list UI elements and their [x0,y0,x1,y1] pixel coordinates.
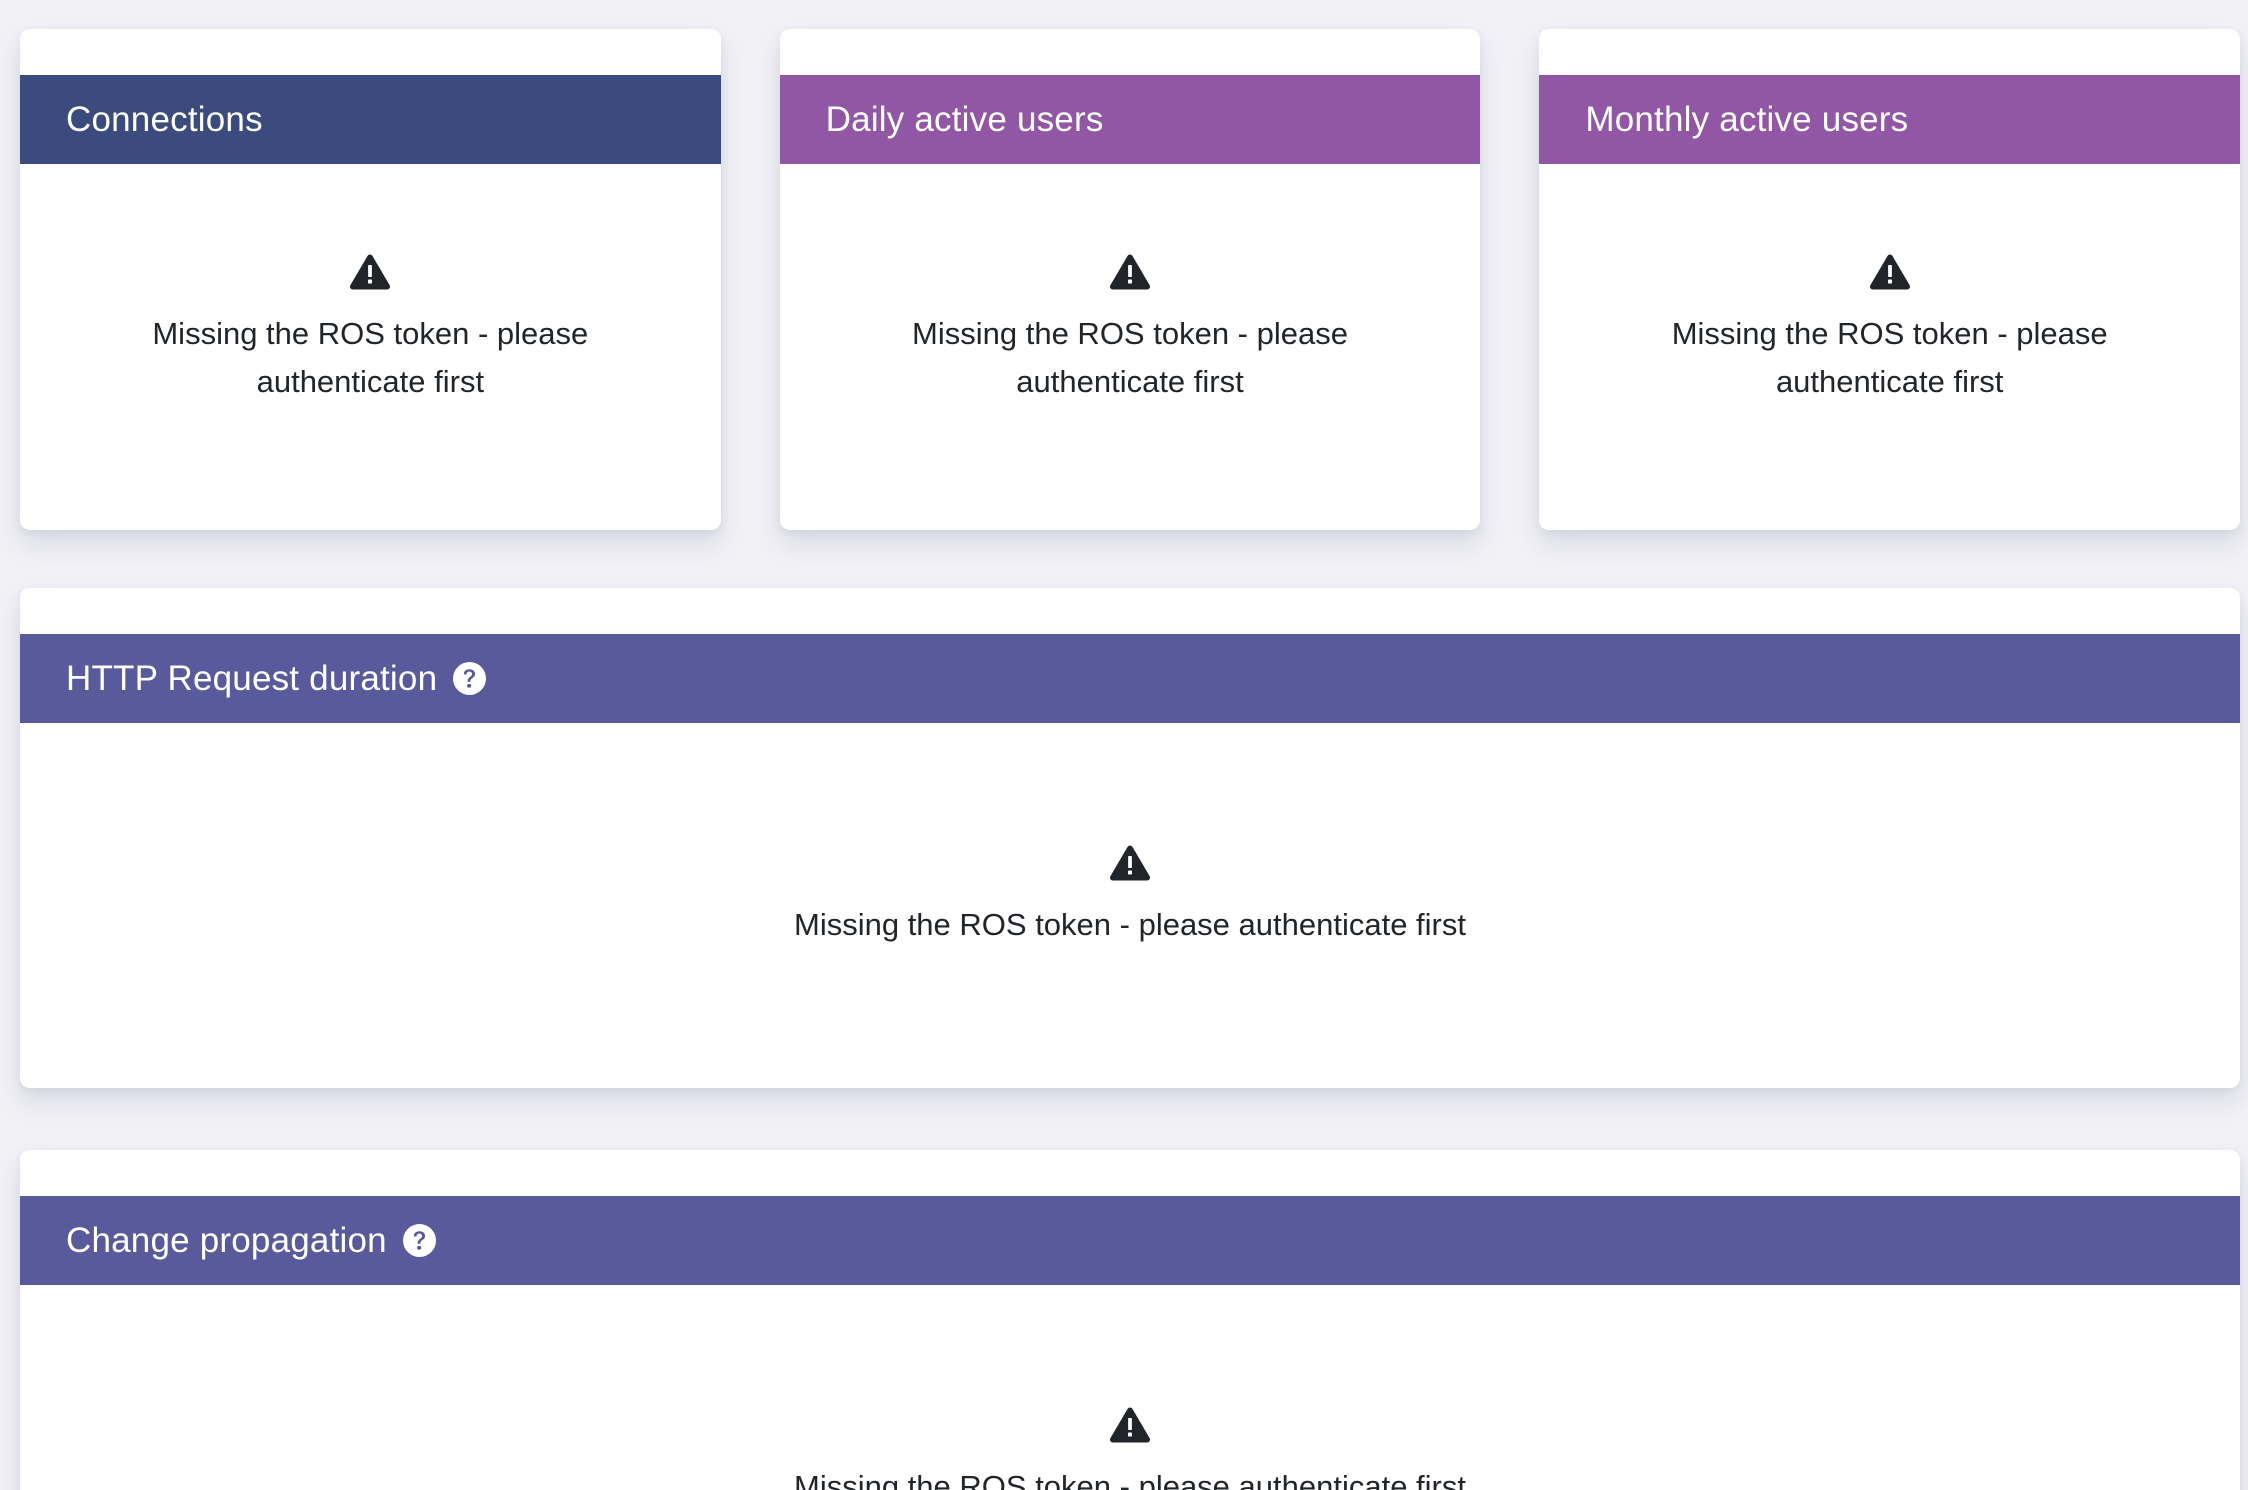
card-header-daily-active-users: Daily active users [779,75,1481,164]
card-top-padding [1539,29,2240,75]
card-top-padding [20,1150,2240,1196]
error-message: Missing the ROS token - please authentic… [794,907,1466,942]
card-daily-active-users: Daily active users Missing the ROS token… [779,29,1481,530]
card-title-http-request-duration: HTTP Request duration [66,658,438,698]
card-title-change-propagation: Change propagation [66,1220,387,1260]
card-title-connections: Connections [66,99,263,139]
card-monthly-active-users: Monthly active users Missing the ROS tok… [1539,29,2241,530]
card-top-padding [780,29,1481,75]
warning-icon [1869,254,1910,290]
card-body-change-propagation: Missing the ROS token - please authentic… [20,1285,2240,1490]
card-change-propagation: Change propagation Missing the ROS token… [20,1150,2240,1490]
card-body-http-request-duration: Missing the ROS token - please authentic… [20,723,2240,1088]
warning-icon [1110,845,1150,881]
warning-icon [350,254,391,290]
error-message: Missing the ROS token - please authentic… [1671,316,2108,399]
card-body-connections: Missing the ROS token - please authentic… [20,164,721,530]
card-header-change-propagation: Change propagation [20,1196,2240,1285]
warning-icon [1110,1407,1150,1443]
error-message: Missing the ROS token - please authentic… [152,316,589,399]
card-title-monthly-active-users: Monthly active users [1585,99,1909,139]
card-top-padding [20,588,2240,634]
card-body-daily-active-users: Missing the ROS token - please authentic… [780,164,1481,530]
card-connections: Connections Missing the ROS token - plea… [20,29,721,530]
error-message: Missing the ROS token - please authentic… [912,316,1348,399]
card-top-padding [20,29,721,75]
error-message: Missing the ROS token - please authentic… [794,1469,1466,1490]
card-header-connections: Connections [20,75,721,164]
card-body-monthly-active-users: Missing the ROS token - please authentic… [1539,164,2240,530]
card-header-http-request-duration: HTTP Request duration [20,634,2240,723]
card-header-monthly-active-users: Monthly active users [1539,75,2241,164]
warning-icon [1110,254,1150,290]
card-http-request-duration: HTTP Request duration Missing the ROS to… [20,588,2240,1088]
question-circle-icon[interactable] [402,1224,436,1257]
question-circle-icon[interactable] [453,662,487,695]
summary-cards-row: Connections Missing the ROS token - plea… [20,29,2241,530]
card-title-daily-active-users: Daily active users [825,99,1104,139]
